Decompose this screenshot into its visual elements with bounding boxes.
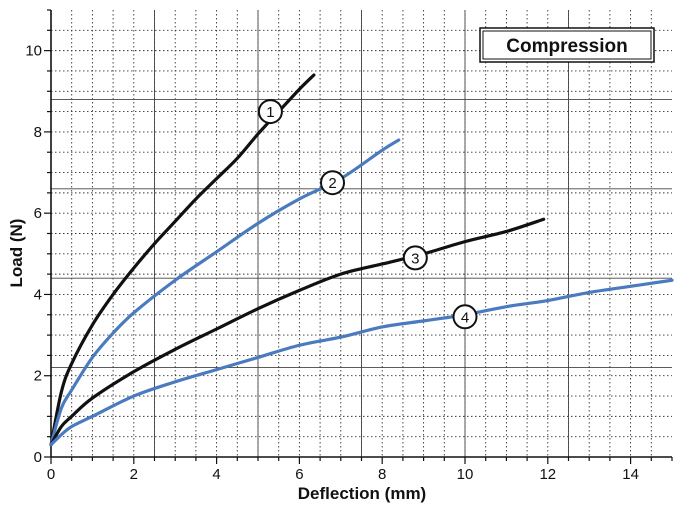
series-marker-2: 2: [320, 170, 346, 196]
x-tick-label: 4: [212, 466, 220, 483]
series-marker-1: 1: [257, 99, 283, 125]
x-axis-title: Deflection (mm): [298, 484, 426, 503]
x-tick-label: 10: [457, 466, 474, 483]
grid: [51, 10, 672, 457]
chart-title: Compression: [506, 36, 627, 57]
x-tick-label: 0: [47, 466, 55, 483]
series-marker-label: 3: [411, 250, 419, 267]
x-tick-label: 12: [539, 466, 556, 483]
y-tick-label: 6: [34, 205, 42, 222]
series-marker-4: 4: [452, 304, 478, 330]
series-marker-circle: [257, 99, 283, 125]
x-tick-label: 14: [622, 466, 639, 483]
axes: [44, 9, 673, 464]
x-tick-label: 6: [295, 466, 303, 483]
series-marker-label: 4: [461, 309, 469, 326]
series-line-4: [49, 278, 674, 447]
y-tick-label: 4: [34, 286, 42, 303]
legend-box: Compression: [479, 27, 655, 63]
series-marker-3: 3: [402, 245, 428, 271]
y-tick-label: 8: [34, 124, 42, 141]
series-marker-circle: [320, 170, 346, 196]
series-line-1: [49, 73, 316, 447]
series-marker-circle: [452, 304, 478, 330]
series-marker-label: 2: [328, 175, 336, 192]
legend-inner-frame: [482, 30, 652, 60]
x-tick-label: 2: [130, 466, 138, 483]
series-marker-label: 1: [266, 104, 274, 121]
x-tick-label: 8: [378, 466, 386, 483]
series-markers: 1 2 3 4: [257, 99, 478, 330]
y-tick-label: 2: [34, 368, 42, 385]
series-line-2: [49, 138, 401, 447]
y-axis-title: Load (N): [7, 219, 26, 288]
legend-frame: [479, 27, 655, 63]
y-tick-label: 10: [25, 43, 42, 60]
series-line-3: [49, 217, 546, 447]
series-marker-circle: [402, 245, 428, 271]
y-tick-label: 0: [34, 449, 42, 466]
